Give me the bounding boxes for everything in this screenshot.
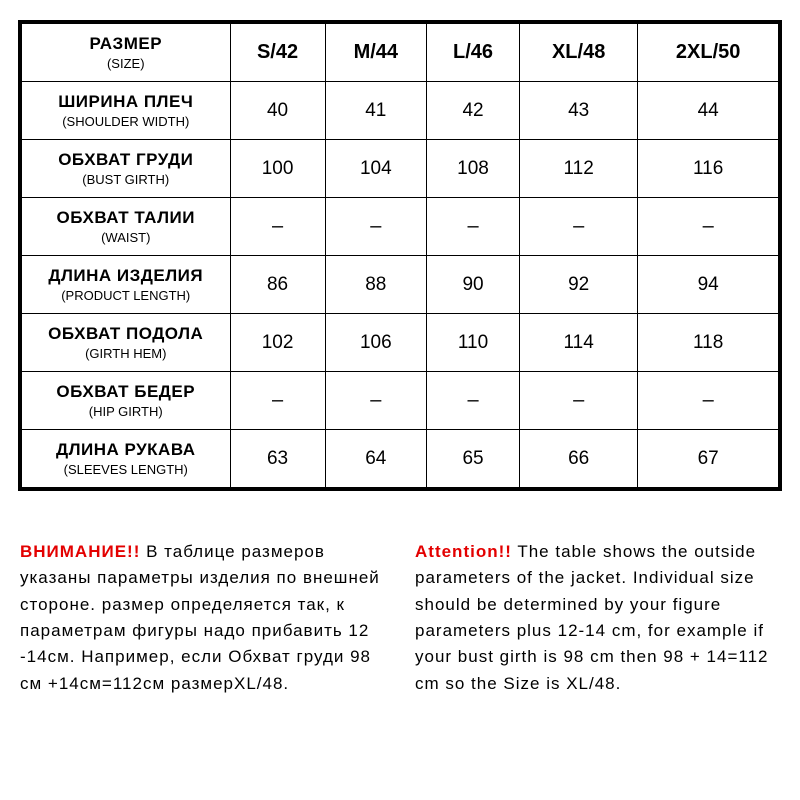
row-label-cell: ДЛИНА ИЗДЕЛИЯ (PRODUCT LENGTH) <box>20 256 230 314</box>
value-cell: 116 <box>638 140 780 198</box>
note-left: ВНИМАНИЕ!! В таблице размеров указаны па… <box>20 539 385 697</box>
value-cell: 100 <box>230 140 325 198</box>
header-sub: (SIZE) <box>26 56 226 71</box>
table-row: ДЛИНА РУКАВА (SLEEVES LENGTH) 6364656667 <box>20 430 780 490</box>
row-main-label: ОБХВАТ ПОДОЛА <box>26 324 226 344</box>
note-ru-text: В таблице размеров указаны параметры изд… <box>20 542 380 693</box>
value-cell: 42 <box>427 82 520 140</box>
row-label-cell: ОБХВАТ БЕДЕР (HIP GIRTH) <box>20 372 230 430</box>
row-main-label: ОБХВАТ ГРУДИ <box>26 150 226 170</box>
value-cell: 86 <box>230 256 325 314</box>
table-body: ШИРИНА ПЛЕЧ(SHOULDER WIDTH)4041424344ОБХ… <box>20 82 780 490</box>
value-cell: 66 <box>520 430 638 490</box>
value-cell: 44 <box>638 82 780 140</box>
table-row: ОБХВАТ ПОДОЛА (GIRTH HEM) 102106110114118 <box>20 314 780 372</box>
value-cell: – <box>230 372 325 430</box>
value-cell: – <box>325 198 426 256</box>
value-cell: 65 <box>427 430 520 490</box>
size-table: РАЗМЕР (SIZE) S/42 M/44 L/46 XL/48 2XL/5… <box>18 20 782 491</box>
row-sub-label: (SHOULDER WIDTH) <box>26 114 226 129</box>
value-cell: – <box>638 372 780 430</box>
value-cell: 94 <box>638 256 780 314</box>
value-cell: – <box>427 372 520 430</box>
col-m44: M/44 <box>325 22 426 82</box>
value-cell: – <box>638 198 780 256</box>
row-label-cell: ШИРИНА ПЛЕЧ (SHOULDER WIDTH) <box>20 82 230 140</box>
value-cell: 114 <box>520 314 638 372</box>
table-row: ОБХВАТ ГРУДИ (BUST GIRTH) 100104108112116 <box>20 140 780 198</box>
value-cell: – <box>520 372 638 430</box>
alert-ru: ВНИМАНИЕ!! <box>20 542 140 561</box>
row-main-label: ДЛИНА РУКАВА <box>26 440 226 460</box>
value-cell: – <box>427 198 520 256</box>
row-sub-label: (PRODUCT LENGTH) <box>26 288 226 303</box>
table-row: ДЛИНА ИЗДЕЛИЯ (PRODUCT LENGTH) 8688909294 <box>20 256 780 314</box>
row-sub-label: (HIP GIRTH) <box>26 404 226 419</box>
value-cell: 106 <box>325 314 426 372</box>
table-row: ШИРИНА ПЛЕЧ (SHOULDER WIDTH) 4041424344 <box>20 82 780 140</box>
value-cell: 41 <box>325 82 426 140</box>
row-label-cell: ДЛИНА РУКАВА (SLEEVES LENGTH) <box>20 430 230 490</box>
value-cell: 40 <box>230 82 325 140</box>
value-cell: 110 <box>427 314 520 372</box>
value-cell: 43 <box>520 82 638 140</box>
row-sub-label: (WAIST) <box>26 230 226 245</box>
value-cell: – <box>520 198 638 256</box>
row-main-label: ДЛИНА ИЗДЕЛИЯ <box>26 266 226 286</box>
value-cell: 112 <box>520 140 638 198</box>
row-sub-label: (GIRTH HEM) <box>26 346 226 361</box>
value-cell: 67 <box>638 430 780 490</box>
col-l46: L/46 <box>427 22 520 82</box>
col-2xl50: 2XL/50 <box>638 22 780 82</box>
value-cell: – <box>230 198 325 256</box>
header-size-cell: РАЗМЕР (SIZE) <box>20 22 230 82</box>
col-xl48: XL/48 <box>520 22 638 82</box>
value-cell: 104 <box>325 140 426 198</box>
row-label-cell: ОБХВАТ ГРУДИ (BUST GIRTH) <box>20 140 230 198</box>
table-row: ОБХВАТ БЕДЕР(HIP GIRTH)––––– <box>20 372 780 430</box>
col-s42: S/42 <box>230 22 325 82</box>
value-cell: 108 <box>427 140 520 198</box>
note-en-text: The table shows the outside parameters o… <box>415 542 769 693</box>
row-label-cell: ОБХВАТ ПОДОЛА (GIRTH HEM) <box>20 314 230 372</box>
note-right: Attention!! The table shows the outside … <box>415 539 780 697</box>
row-main-label: ОБХВАТ ТАЛИИ <box>26 208 226 228</box>
value-cell: – <box>325 372 426 430</box>
value-cell: 63 <box>230 430 325 490</box>
value-cell: 88 <box>325 256 426 314</box>
value-cell: 90 <box>427 256 520 314</box>
notes-section: ВНИМАНИЕ!! В таблице размеров указаны па… <box>0 511 800 707</box>
row-main-label: ШИРИНА ПЛЕЧ <box>26 92 226 112</box>
value-cell: 64 <box>325 430 426 490</box>
row-label-cell: ОБХВАТ ТАЛИИ (WAIST) <box>20 198 230 256</box>
row-sub-label: (BUST GIRTH) <box>26 172 226 187</box>
value-cell: 92 <box>520 256 638 314</box>
header-main: РАЗМЕР <box>26 34 226 54</box>
table-row: ОБХВАТ ТАЛИИ(WAIST)––––– <box>20 198 780 256</box>
value-cell: 102 <box>230 314 325 372</box>
alert-en: Attention!! <box>415 542 512 561</box>
row-sub-label: (SLEEVES LENGTH) <box>26 462 226 477</box>
table-header-row: РАЗМЕР (SIZE) S/42 M/44 L/46 XL/48 2XL/5… <box>20 22 780 82</box>
value-cell: 118 <box>638 314 780 372</box>
row-main-label: ОБХВАТ БЕДЕР <box>26 382 226 402</box>
